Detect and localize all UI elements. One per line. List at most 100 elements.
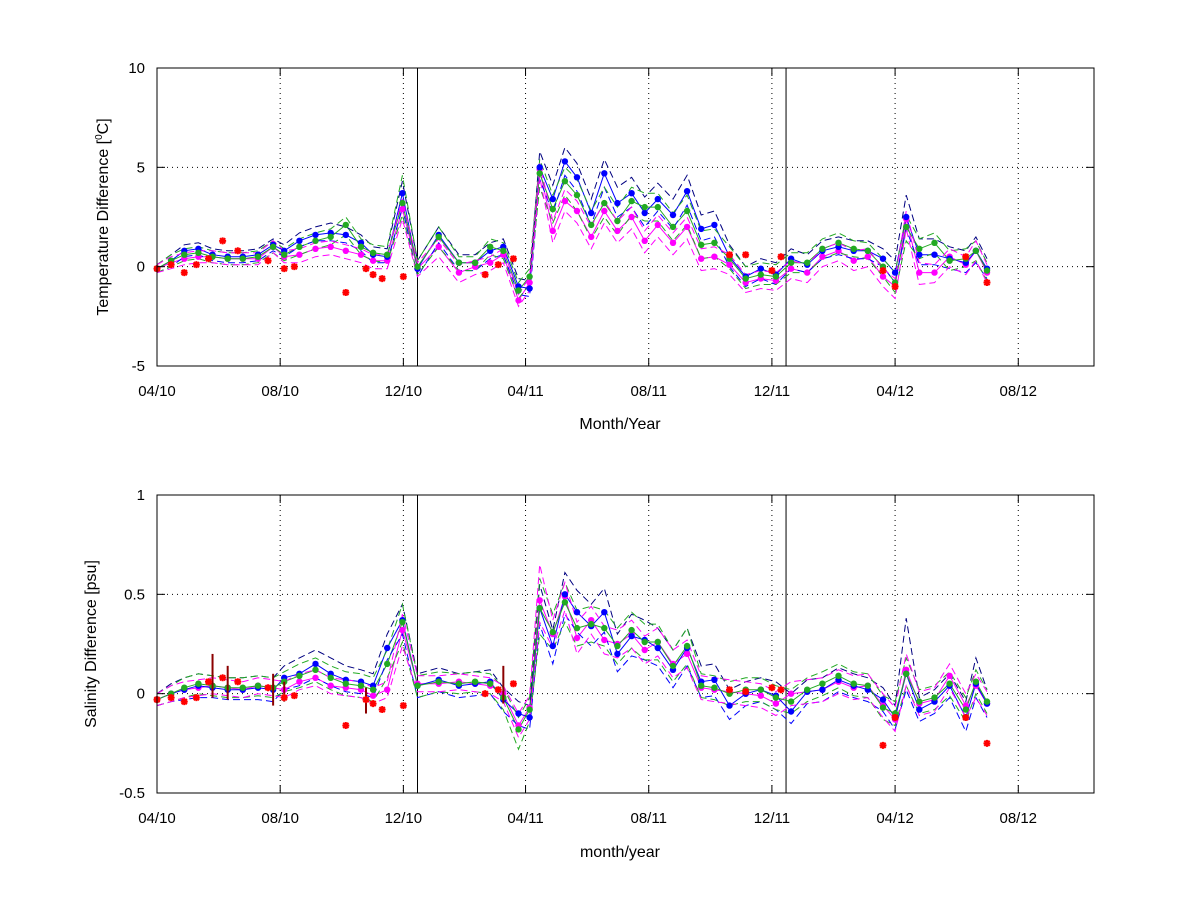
temperature-series-1-point-51 [891,269,899,276]
temperature-series-0-point-32 [614,227,621,235]
temperature-series-0-point-35 [654,221,661,229]
temperature-series-2-point-26 [536,170,543,177]
temperature-series-2-point-2 [181,251,188,258]
temperature-series-0-point-28 [561,197,569,205]
temperature-series-1-point-11 [312,231,319,239]
salinity-observation-marker-10 [342,721,350,729]
temperature-series-2-point-53 [916,245,923,252]
temperature-series-1-point-25 [526,285,533,292]
temperature-x-tick-label-5: 12/11 [754,383,790,400]
temperature-series-2-point-11 [312,237,319,244]
salinity-x-axis-label: month/year [580,844,661,861]
temperature-observation-marker-20 [768,267,776,275]
temperature-y-tick-label-1: 0 [137,259,145,276]
salinity-series-2-point-36 [669,662,677,670]
salinity-series-line-3 [156,571,988,707]
temperature-series-2-point-3 [195,249,202,256]
salinity-observation-marker-14 [399,702,407,710]
temperature-series-2-point-27 [549,205,556,213]
temperature-series-0-point-40 [726,261,733,268]
salinity-series-2-point-26 [536,605,543,612]
temperature-series-0-point-22 [487,259,494,266]
salinity-series-1-point-27 [549,642,556,650]
salinity-series-2-point-33 [628,626,635,634]
salinity-series-1-point-24 [515,710,522,717]
temperature-series-0-point-31 [601,207,608,215]
temperature-observation-marker-25 [983,279,991,287]
salinity-series-2-point-17 [399,618,406,626]
salinity-y-tick-label-1: 0 [137,686,145,703]
salinity-observation-marker-15 [481,690,489,698]
temperature-observation-marker-19 [742,251,750,259]
salinity-series-2-point-58 [983,698,991,705]
salinity-series-1-point-31 [601,609,608,616]
temperature-series-1-point-36 [669,211,677,219]
temperature-x-tick-label-3: 04/11 [507,383,543,400]
salinity-series-0-point-42 [757,692,764,699]
temperature-series-0-point-48 [850,257,857,264]
salinity-series-0-point-55 [946,672,953,679]
temperature-series-2-point-8 [269,243,277,250]
temperature-series-0-point-36 [669,239,677,246]
temperature-series-0-point-19 [435,243,442,250]
salinity-series-2-point-45 [804,686,811,693]
salinity-series-2-point-43 [772,694,780,701]
salinity-observation-marker-7 [264,684,272,692]
temperature-series-1-point-32 [614,199,621,207]
salinity-series-0-point-29 [573,634,581,642]
salinity-series-1-point-50 [879,696,887,703]
salinity-series-line-7 [156,564,988,715]
temperature-series-line-4 [156,174,988,298]
salinity-series-2-point-20 [455,680,463,687]
salinity-series-2-point-9 [281,678,288,685]
temperature-series-2-point-10 [296,243,303,250]
temperature-series-1-point-10 [296,237,303,244]
salinity-observation-marker-4 [204,678,212,686]
salinity-observation-marker-19 [742,688,750,696]
temperature-series-0-point-13 [342,247,349,254]
temperature-series-2-point-23 [500,247,507,254]
salinity-series-2-point-55 [946,680,953,687]
temperature-series-1-point-35 [654,195,661,203]
temperature-series-1-point-33 [628,190,635,197]
temperature-series-2-point-9 [281,251,288,258]
temperature-series-2-point-36 [669,223,677,231]
temperature-x-tick-label-7: 08/12 [999,383,1037,400]
temperature-observation-marker-3 [192,261,200,269]
salinity-series-1-point-44 [787,708,795,715]
temperature-y-tick-label-2: 5 [137,159,145,176]
temperature-observation-marker-22 [879,267,887,275]
salinity-series-0-point-11 [312,674,319,681]
temperature-series-0-point-12 [327,243,334,250]
salinity-series-1-point-40 [726,702,733,709]
salinity-series-2-point-56 [962,706,969,713]
salinity-observation-marker-16 [494,686,502,694]
salinity-observation-marker-21 [777,686,785,694]
salinity-series-1-point-33 [628,632,635,640]
temperature-observation-marker-14 [399,273,407,281]
salinity-series-2-point-29 [573,624,581,632]
temperature-series-1-point-28 [561,158,569,165]
temperature-x-axis-label: Month/Year [579,416,661,433]
salinity-series-2-point-30 [588,620,595,628]
temperature-observation-marker-10 [342,288,350,296]
salinity-observation-marker-12 [369,700,377,708]
temperature-series-0-point-27 [549,227,556,235]
temperature-y-tick-label-0: -5 [132,358,145,375]
temperature-observation-marker-21 [777,253,785,261]
salinity-series-0-point-31 [601,636,608,644]
salinity-observation-marker-20 [768,684,776,692]
temperature-series-2-point-12 [327,233,334,241]
temperature-y-axis-label-main: Temperature Difference [ [95,139,112,315]
salinity-series-2-point-54 [931,694,938,701]
temperature-series-0-point-24 [515,297,522,304]
salinity-series-2-point-12 [327,674,334,681]
salinity-x-tick-label-1: 08/10 [261,810,299,827]
salinity-series-2-point-6 [239,684,246,691]
salinity-series-2-point-10 [296,672,303,679]
salinity-series-2-point-13 [342,680,349,687]
temperature-series-0-point-53 [916,269,923,276]
temperature-observation-marker-24 [962,253,970,261]
temperature-x-tick-label-2: 12/10 [385,383,423,400]
